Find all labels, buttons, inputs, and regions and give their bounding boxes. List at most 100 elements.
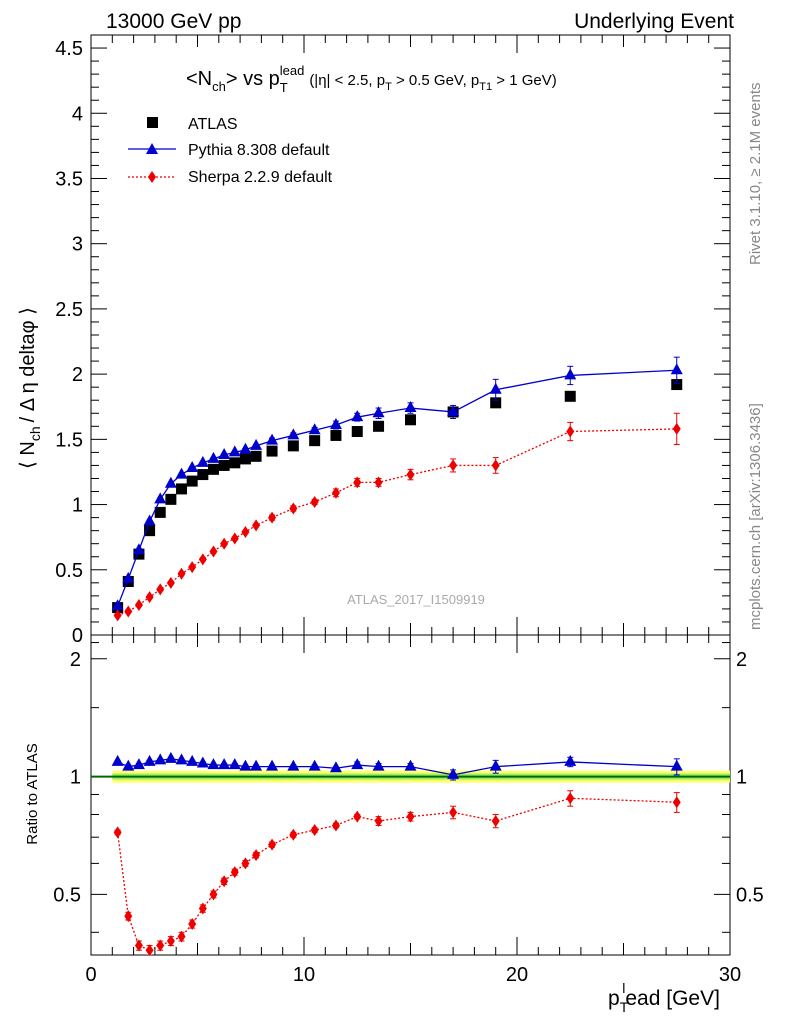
data-point-diamond (566, 792, 575, 805)
data-point-triangle (404, 759, 417, 771)
data-point-triangle (228, 758, 241, 770)
main-ylabel-sub: ch (27, 426, 43, 441)
data-point-square (330, 429, 342, 441)
main-title: <Nch> vs pTlead(|η| < 2.5, pT > 0.5 GeV,… (186, 63, 557, 95)
data-point-diamond (198, 553, 207, 566)
ratio-xtick-label: 20 (506, 964, 528, 986)
data-point-square (176, 483, 188, 495)
title-part-vs: > vs p (226, 68, 280, 90)
data-point-triangle (266, 433, 279, 445)
ratio-ytick-label-right: 2 (736, 649, 747, 671)
data-point-diamond (166, 935, 175, 948)
data-point-diamond (268, 838, 277, 851)
data-point-diamond (310, 824, 319, 837)
main-ytick-label: 4 (72, 103, 83, 125)
main-ytick-label: 0.5 (55, 560, 83, 582)
data-point-square (154, 506, 166, 518)
data-point-diamond (124, 605, 133, 618)
data-point-triangle (351, 758, 364, 770)
ratio-series-line (116, 797, 677, 951)
data-point-triangle (250, 759, 263, 771)
data-point-diamond (134, 599, 143, 611)
data-point-triangle (372, 406, 385, 418)
data-point-triangle (111, 754, 124, 766)
ratio-ytick-label: 2 (70, 649, 81, 671)
data-point-square (218, 459, 230, 471)
data-point-diamond (449, 806, 458, 819)
data-point-triangle (308, 759, 321, 771)
data-point-triangle (154, 492, 167, 504)
xlabel-rest: ead [GeV] (625, 987, 720, 1010)
data-point-diamond (177, 567, 186, 580)
data-point-diamond (672, 422, 681, 435)
data-point-square (197, 469, 209, 481)
main-ytick-label: 3.5 (55, 168, 83, 190)
data-point-triangle (122, 759, 135, 771)
data-point-square (309, 435, 321, 447)
data-point-diamond (156, 939, 165, 952)
data-point-diamond (374, 476, 383, 489)
data-point-diamond (188, 561, 197, 574)
data-point-triangle (143, 514, 156, 526)
data-point-triangle (111, 599, 124, 611)
legend-sherpa-label: Sherpa 2.2.9 default (188, 169, 333, 186)
data-point-diamond (353, 476, 362, 489)
data-point-triangle (186, 461, 199, 473)
data-point-diamond (289, 828, 298, 841)
ratio-uncertainty-band (91, 770, 731, 783)
ratio-ytick-label: 1 (70, 767, 81, 789)
data-point-diamond (177, 930, 186, 943)
data-point-diamond (491, 459, 500, 472)
data-point-diamond (230, 866, 239, 879)
main-ylabel-a: ⟨ N (17, 441, 39, 469)
data-point-square (266, 445, 278, 457)
data-point-diamond (113, 826, 122, 839)
data-point-diamond (220, 875, 229, 888)
data-point-diamond (241, 857, 250, 870)
data-point-diamond (220, 537, 229, 550)
data-point-triangle (564, 754, 577, 766)
main-ytick-label: 1 (72, 495, 83, 517)
data-point-triangle (175, 753, 188, 765)
title-part-leadsup: lead (280, 63, 305, 78)
data-point-triangle (329, 418, 342, 429)
legend-pythia-marker (146, 143, 158, 154)
mcplots-label: mcplots.cern.ch [arXiv:1306.3436] (747, 403, 764, 630)
data-point-triangle (228, 445, 241, 457)
data-point-diamond (491, 814, 500, 827)
data-point-triangle (372, 759, 385, 771)
data-point-square (490, 397, 502, 409)
ratio-axis-ticks: 0 10 20 30 0.5 0.5 1 1 2 2 (53, 635, 764, 986)
main-ytick-label: 4.5 (55, 38, 83, 60)
data-point-triangle (308, 423, 321, 435)
data-point-square (351, 426, 363, 438)
main-ytick-label: 2.5 (55, 299, 83, 321)
title-part-cond1: (|η| < 2.5, p (309, 72, 385, 89)
data-point-diamond (449, 459, 458, 472)
ratio-ytick-label-right: 1 (736, 767, 747, 789)
data-point-diamond (209, 545, 218, 558)
legend: ATLAS Pythia 8.308 default Sherpa 2.2.9 … (128, 116, 333, 186)
data-point-triangle (670, 363, 683, 375)
title-part-cond3: > 1 GeV) (492, 72, 557, 89)
legend-sherpa-marker (148, 171, 156, 183)
series-line (117, 428, 677, 617)
data-point-diamond (145, 591, 154, 604)
data-point-triangle (207, 758, 220, 770)
data-point-diamond (566, 425, 575, 438)
data-point-triangle (489, 382, 502, 394)
data-point-diamond (134, 939, 143, 952)
data-point-square (564, 390, 576, 402)
ratio-panel-frame (90, 634, 731, 956)
ratio-ytick-label-right: 0.5 (736, 884, 764, 906)
data-point-diamond (406, 810, 415, 823)
title-part-lead: <N (186, 68, 212, 90)
data-point-triangle (670, 759, 683, 771)
data-point-diamond (166, 576, 175, 589)
title-part-cond2: > 0.5 GeV, p (392, 72, 479, 89)
data-point-diamond (113, 609, 122, 622)
data-point-triangle (143, 754, 156, 766)
data-point-triangle (287, 428, 300, 440)
ratio-xtick-label: 0 (85, 964, 96, 986)
